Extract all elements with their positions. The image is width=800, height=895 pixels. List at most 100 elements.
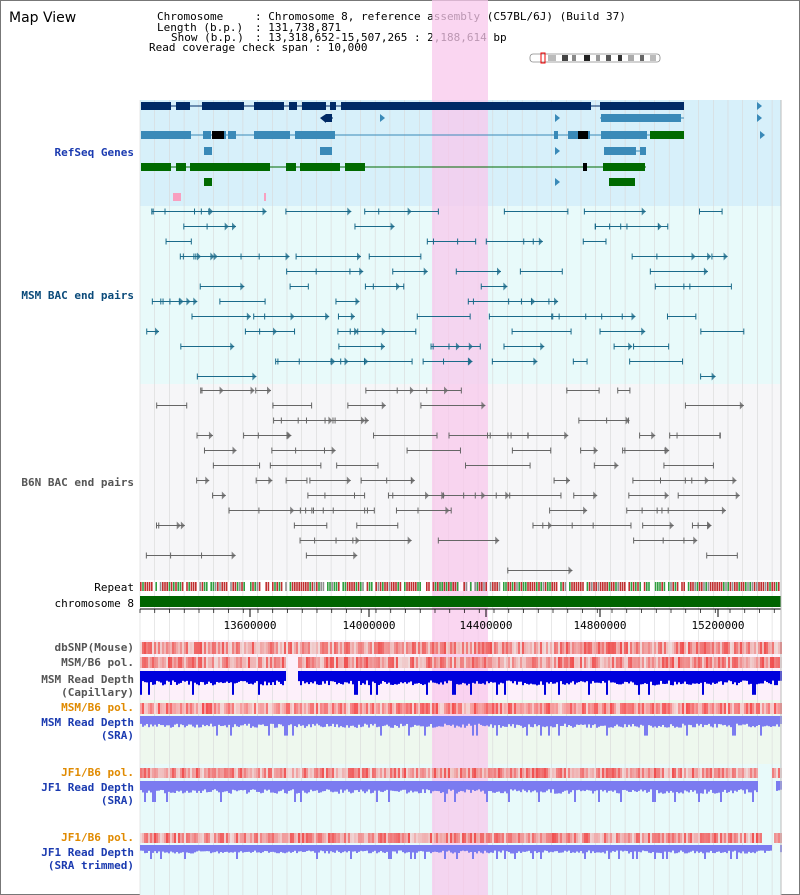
jf1-sra-depth-bar	[562, 781, 564, 792]
jf1-trimmed-depth-bar	[768, 845, 770, 851]
msm-sra-depth-bar	[502, 716, 504, 727]
jf1-trimmed-depth-bar	[618, 845, 620, 859]
jf1-pol-cell	[498, 768, 500, 778]
dbsnp-cell	[424, 642, 426, 654]
jf1-pol-trimmed-cell	[482, 833, 484, 843]
msm-pol-cell	[390, 657, 392, 668]
repeat-mark	[668, 582, 670, 591]
msm-pol-sra-cell	[706, 703, 708, 714]
msm-bac-end-arrow	[538, 237, 543, 246]
msm-pol-sra-cell	[274, 703, 276, 714]
msm-pol-sra-cell	[614, 703, 616, 714]
msm-pol-sra-cell	[230, 703, 232, 714]
dbsnp-cell	[416, 642, 418, 654]
jf1-pol-cell	[742, 768, 744, 778]
msm-pol-cell	[610, 657, 612, 668]
jf1-trimmed-depth-bar	[260, 845, 262, 854]
dbsnp-cell	[514, 642, 516, 654]
jf1-trimmed-depth-bar	[276, 845, 278, 854]
msm-pol-cell	[436, 657, 438, 668]
jf1-pol-cell	[676, 768, 678, 778]
msm-pol-sra-cell	[634, 703, 636, 714]
jf1-pol-trimmed-cell	[428, 833, 430, 843]
jf1-trimmed-depth-bar	[268, 845, 270, 853]
msm-pol-cell	[682, 657, 684, 668]
jf1-trimmed-depth-bar	[444, 845, 446, 859]
msm-pol-sra-cell	[718, 703, 720, 714]
dbsnp-cell	[188, 642, 190, 654]
jf1-pol-cell	[260, 768, 262, 778]
jf1-trimmed-depth-bar	[428, 845, 430, 852]
msm-sra-depth-bar	[624, 716, 626, 725]
jf1-trimmed-depth-bar	[680, 845, 682, 851]
dbsnp-cell	[160, 642, 162, 654]
msm-sra-depth-bar	[306, 716, 308, 727]
jf1-pol-trimmed-cell	[464, 833, 466, 843]
jf1-trimmed-depth-bar	[160, 845, 162, 859]
dbsnp-cell	[212, 642, 214, 654]
jf1-sra-depth-bar	[688, 781, 690, 793]
dbsnp-cell	[640, 642, 642, 654]
msm-pol-sra-cell	[664, 703, 666, 714]
axis-tick-label: 15200000	[692, 619, 745, 632]
jf1-sra-depth-bar	[382, 781, 384, 793]
msm-capillary-depth-bar	[708, 671, 710, 684]
msm-sra-depth-bar	[198, 716, 200, 728]
jf1-sra-depth-bar	[140, 781, 142, 791]
dbsnp-cell	[372, 642, 374, 654]
msm-pol-sra-cell	[232, 703, 234, 714]
jf1-trimmed-depth-bar	[740, 845, 742, 854]
jf1-pol-cell	[484, 768, 486, 778]
msm-pol-cell	[162, 657, 164, 668]
b6n-bac-end-arrow	[593, 491, 598, 500]
msm-capillary-depth-bar	[408, 671, 410, 683]
msm-capillary-depth-bar	[438, 671, 440, 685]
msm-sra-depth-bar	[580, 716, 582, 725]
repeat-mark	[703, 582, 705, 591]
msm-pol-sra-cell	[282, 703, 284, 714]
dbsnp-cell	[356, 642, 358, 654]
repeat-mark	[648, 582, 650, 591]
jf1-pol-cell	[200, 768, 202, 778]
dbsnp-cell	[240, 642, 242, 654]
msm-sra-depth-bar	[268, 716, 270, 736]
msm-pol-sra-cell	[286, 703, 288, 714]
msm-capillary-depth-bar	[144, 671, 146, 683]
msm-pol-sra-cell	[414, 703, 416, 714]
msm-pol-cell	[284, 657, 286, 668]
msm-pol-sra-cell	[316, 703, 318, 714]
msm-capillary-depth-bar	[206, 671, 208, 684]
jf1-pol-trimmed-cell	[564, 833, 566, 843]
jf1-pol-trimmed-cell	[514, 833, 516, 843]
label-msm-pol: MSM/B6 pol.	[61, 656, 134, 669]
msm-bac-end-arrow	[554, 297, 559, 306]
jf1-pol-trimmed-cell	[774, 833, 776, 843]
dbsnp-cell	[466, 642, 468, 654]
msm-pol-cell	[354, 657, 356, 668]
msm-capillary-depth-bar	[476, 671, 478, 682]
jf1-sra-depth-bar	[442, 781, 444, 793]
msm-pol-cell	[638, 657, 640, 668]
ideogram-band	[618, 55, 622, 61]
msm-capillary-depth-bar	[436, 671, 438, 684]
jf1-pol-trimmed-cell	[572, 833, 574, 843]
jf1-trimmed-depth-bar	[330, 845, 332, 852]
msm-capillary-depth-bar	[340, 671, 342, 684]
msm-capillary-depth-bar	[744, 671, 746, 681]
jf1-trimmed-depth-bar	[142, 845, 144, 851]
msm-pol-cell	[522, 657, 524, 668]
jf1-pol-cell	[468, 768, 470, 778]
msm-sra-depth-bar	[422, 716, 424, 727]
jf1-pol-trimmed-cell	[682, 833, 684, 843]
msm-sra-depth-bar	[582, 716, 584, 725]
jf1-sra-depth-bar	[288, 781, 290, 791]
b6n-bac-end-arrow	[180, 521, 185, 530]
jf1-pol-cell	[236, 768, 238, 778]
msm-capillary-depth-bar	[280, 671, 282, 684]
jf1-pol-trimmed-cell	[542, 833, 544, 843]
b6n-bac-end-arrow	[564, 431, 569, 440]
msm-sra-depth-bar	[490, 716, 492, 725]
repeat-mark	[366, 582, 369, 591]
jf1-trimmed-depth-bar	[418, 845, 420, 852]
